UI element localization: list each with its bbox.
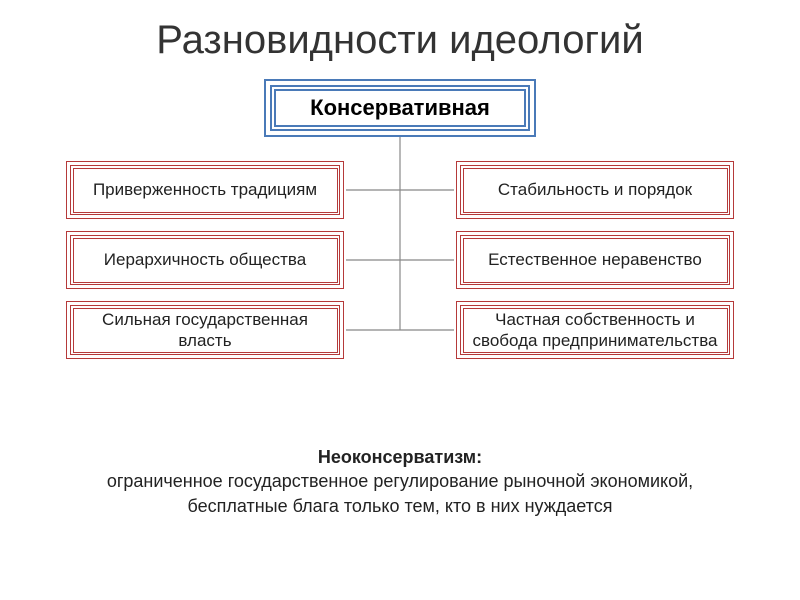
leaf-node-inequality: Естественное неравенство xyxy=(460,235,730,285)
page-title: Разновидности идеологий xyxy=(0,0,800,75)
leaf-node-private-property: Частная собственность и свобода предприн… xyxy=(460,305,730,355)
root-node-label: Консервативная xyxy=(310,94,490,122)
leaf-label: Приверженность традициям xyxy=(93,179,317,200)
leaf-label: Иерархичность общества xyxy=(104,249,306,270)
leaf-node-traditions: Приверженность традициям xyxy=(70,165,340,215)
footer-body: ограниченное государственное регулирован… xyxy=(107,471,693,515)
leaf-label: Сильная государственная власть xyxy=(81,309,329,352)
leaf-node-strong-state: Сильная государственная власть xyxy=(70,305,340,355)
leaf-label: Частная собственность и свобода предприн… xyxy=(471,309,719,352)
root-node-conservative: Консервативная xyxy=(270,85,530,131)
leaf-label: Стабильность и порядок xyxy=(498,179,692,200)
leaf-node-stability: Стабильность и порядок xyxy=(460,165,730,215)
leaf-label: Естественное неравенство xyxy=(488,249,702,270)
footer-title: Неоконсерватизм: xyxy=(60,445,740,469)
footer-note: Неоконсерватизм: ограниченное государств… xyxy=(0,445,800,518)
leaf-node-hierarchy: Иерархичность общества xyxy=(70,235,340,285)
hierarchy-diagram: Консервативная Приверженность традициям … xyxy=(0,75,800,405)
